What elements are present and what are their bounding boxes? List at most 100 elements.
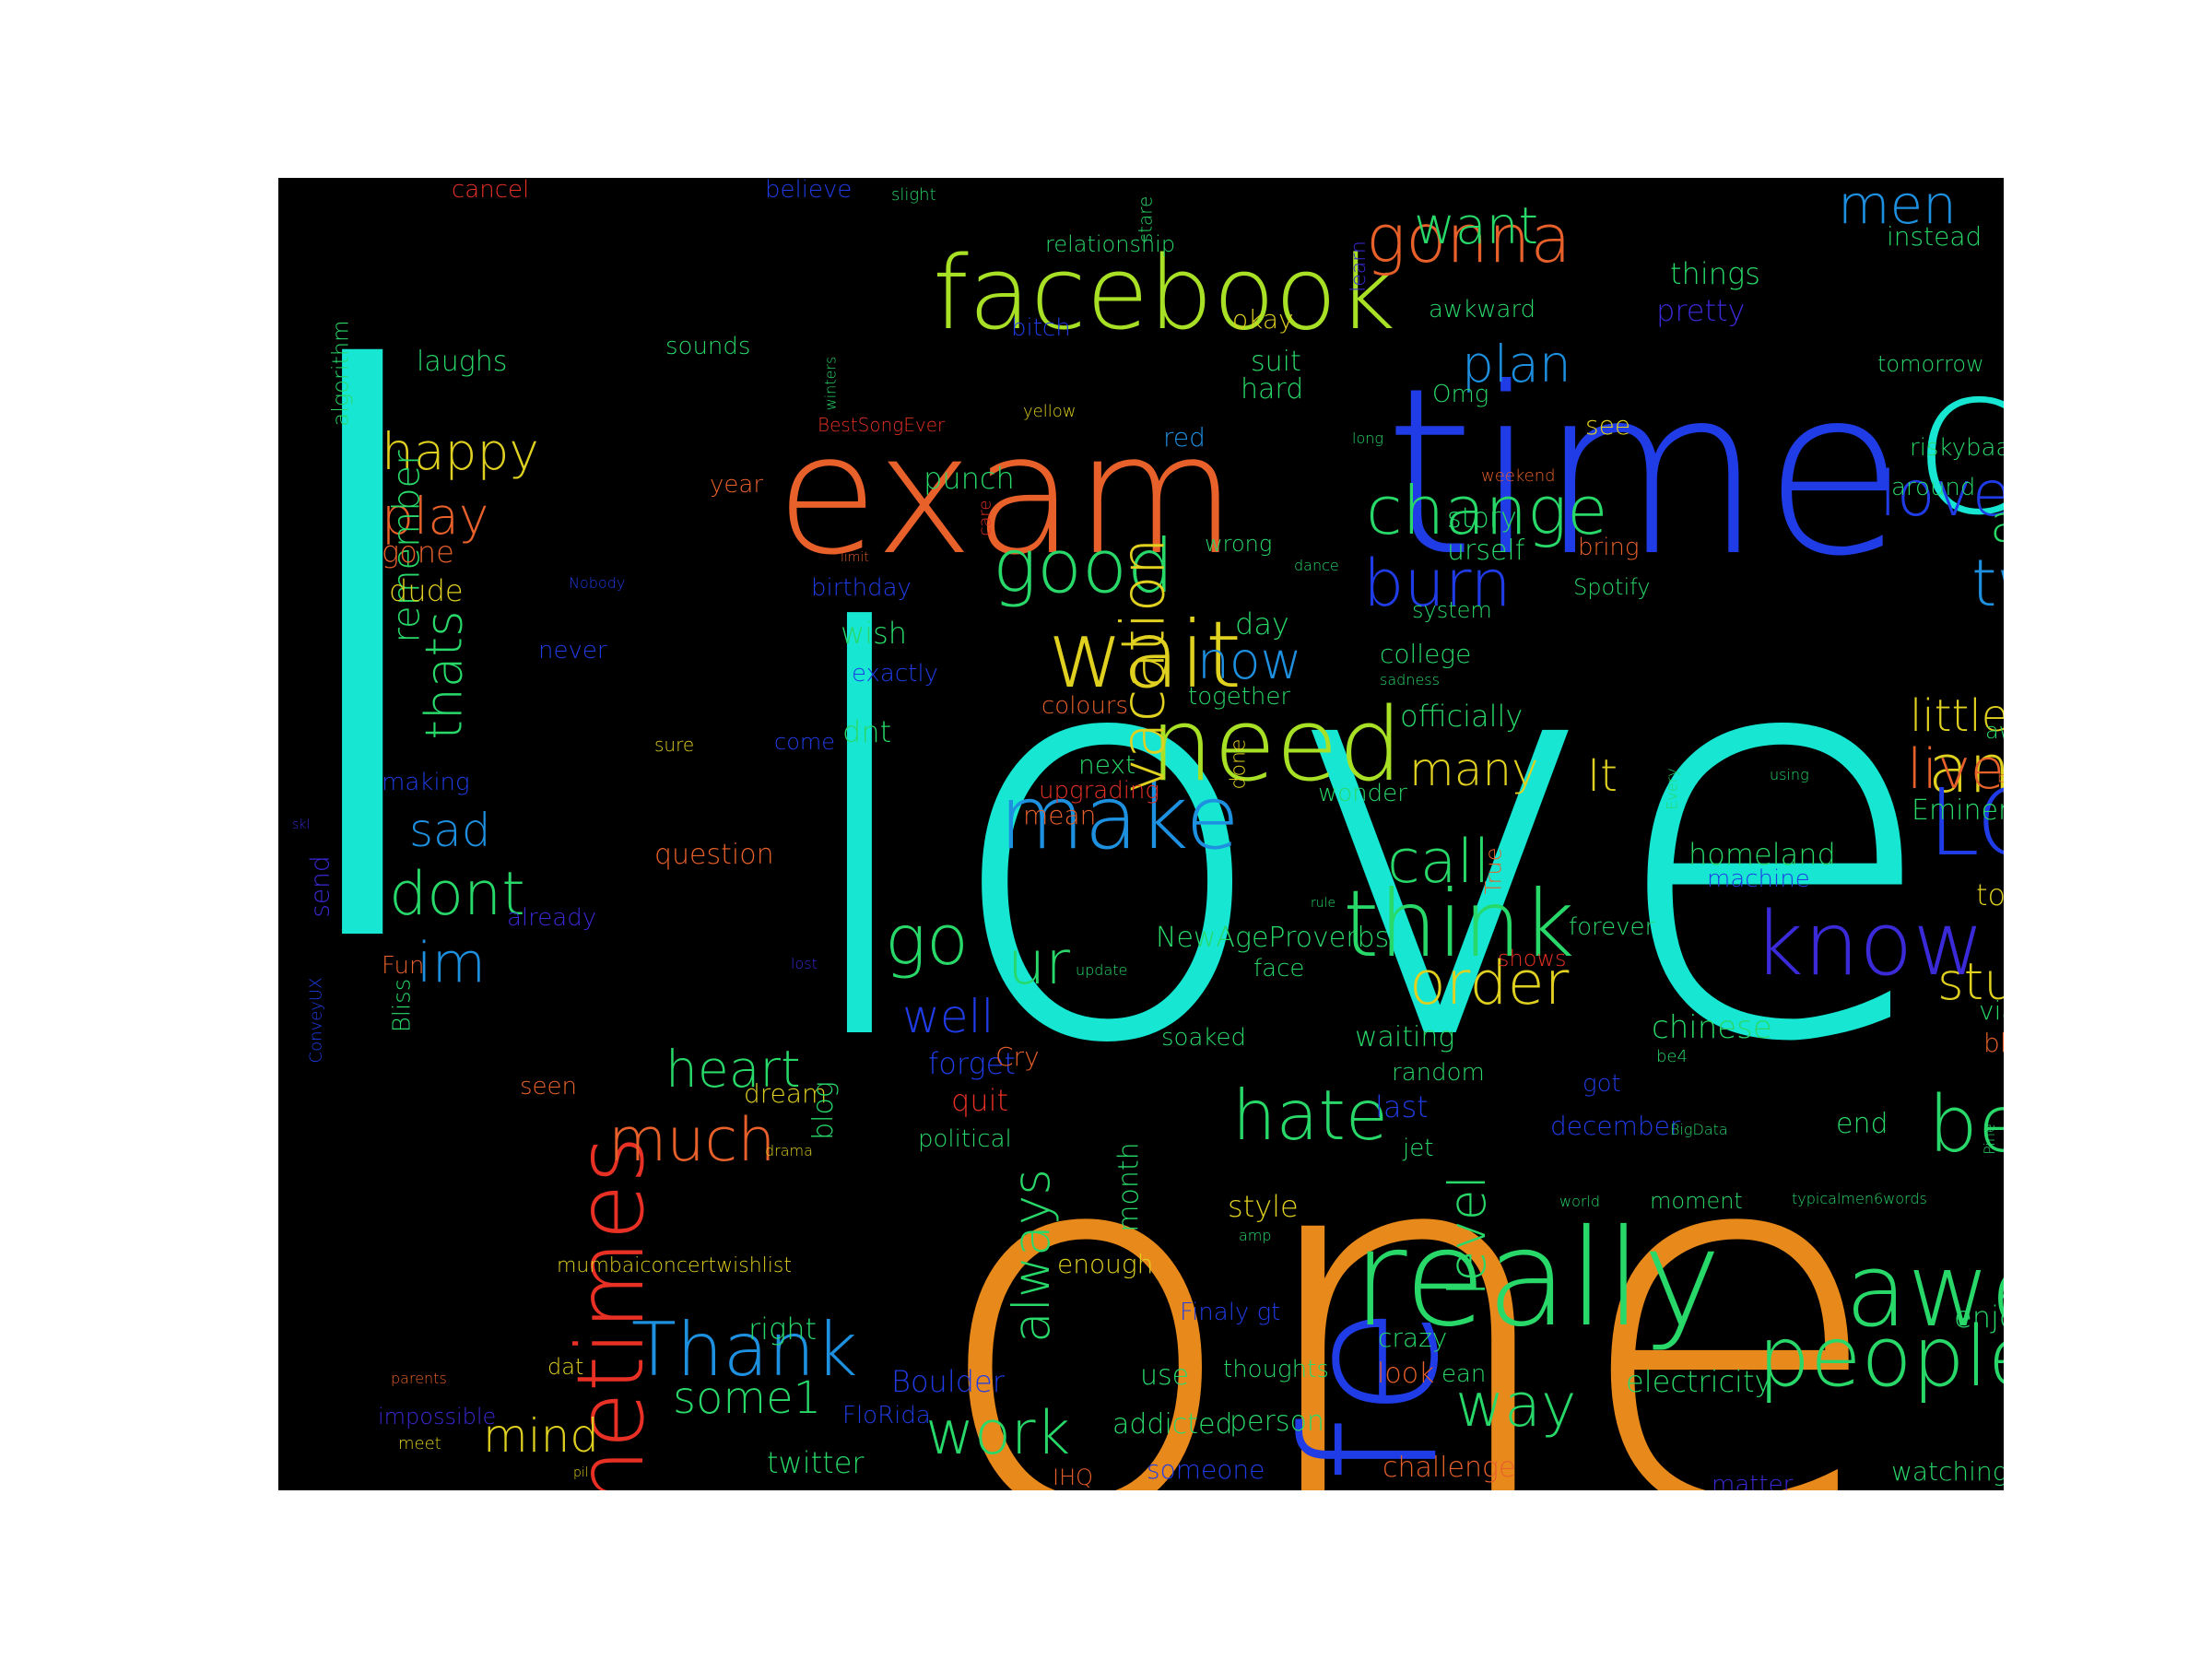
cloud-word: suit [1251,346,1301,378]
cloud-word: care [975,500,995,536]
cloud-word: birthday [811,574,912,602]
cloud-word: happy [382,422,539,481]
cloud-word: awesome [1845,1231,2004,1349]
cloud-word: need [1149,686,1403,804]
cloud-word: way [1455,1371,1577,1441]
cloud-word: Nobody [569,574,626,592]
cloud-word: look [1377,1358,1435,1390]
cloud-word: ur [1007,929,1070,998]
cloud-word: random [1392,1059,1485,1087]
cloud-word: live [1907,737,2004,802]
cloud-word: dream [744,1078,828,1109]
cloud-word: someone [1147,1454,1265,1485]
cloud-word: awkward [1429,296,1536,324]
cloud-word: BigData [1670,1121,1728,1138]
cloud-word: next [1078,749,1136,780]
cloud-word: wait [1048,601,1242,709]
cloud-word: question [654,839,774,871]
cloud-word: parents [391,1370,447,1387]
cloud-word: mind [483,1409,600,1463]
cloud-word: officially [1400,699,1524,734]
cloud-word: send [304,855,335,918]
cloud-word: bitch [1011,314,1071,342]
cloud-word: Thank [631,1307,858,1393]
cloud-word: be4 [1656,1047,1688,1066]
cloud-word: person [1230,1406,1324,1438]
cloud-word: True [1480,847,1507,895]
cloud-word: day [1235,606,1289,641]
cloud-word: december [1550,1111,1681,1141]
cloud-word: winters [821,356,840,411]
cloud-word: system [1412,597,1492,623]
cloud-word: story [1447,502,1517,535]
cloud-word: better [1928,1079,2004,1171]
cloud-word: month [1112,1142,1146,1232]
cloud-word: gone [382,535,454,570]
cloud-word: world [1559,1193,1601,1210]
cloud-word: away [1985,718,2004,744]
cloud-word: time [1384,338,1905,606]
cloud-word: addicted [1112,1408,1233,1441]
cloud-word: dude [389,573,464,608]
cloud-word: loveiswhen [1879,458,2004,531]
cloud-word: college [1380,639,1472,669]
cloud-word: challenge [1382,1452,1516,1484]
cloud-word: drama [765,1142,813,1159]
cloud-word: really [1352,1201,1722,1357]
cloud-word: call [1387,828,1490,897]
cloud-word: always [1001,1169,1061,1343]
cloud-word: style [1228,1189,1299,1224]
cloud-word: Cry [995,1041,1040,1072]
cloud-word: laughs [417,346,508,378]
cloud-word: IHQ [1053,1465,1094,1490]
cloud-word: moment [1650,1188,1743,1214]
cloud-word: work [925,1399,1071,1468]
cloud-word: now [1197,631,1302,690]
cloud-word: relationship [1045,231,1176,257]
cloud-word: blog [806,1081,840,1140]
word-cloud-canvas: IloveonetimeexamCantfacebooklifereallyaw… [278,178,2004,1490]
cloud-word: good [993,524,1174,609]
cloud-word: instead [1887,221,1983,252]
cloud-word: sadness [1380,671,1440,688]
cloud-word: seen [520,1073,578,1100]
cloud-word: come [774,729,836,755]
cloud-word: wish [841,616,908,651]
cloud-word: level [1437,1175,1497,1296]
cloud-word: typicalmen6words [1792,1190,1927,1207]
cloud-word: year [710,471,764,499]
cloud-word: dnt [842,714,892,749]
cloud-word: Boulder [891,1364,1005,1399]
cloud-word: love [783,519,1944,1163]
cloud-word: okay [1232,304,1294,335]
cloud-word: bring [1578,534,1640,561]
cloud-word: Omg [1432,381,1489,408]
cloud-word: matter [1712,1471,1794,1490]
cloud-word: long [1352,429,1383,447]
cloud-word: It [1587,750,1618,802]
cloud-word: rule [1311,896,1336,911]
cloud-word: mean [1023,800,1097,830]
cloud-word: change [1366,472,1608,549]
cloud-word: tomorrow [1877,351,1984,377]
cloud-word: chinese [1652,1009,1772,1046]
cloud-word: NewAgeProverbs [1156,922,1390,954]
cloud-word: together [1188,683,1291,711]
cloud-word: soaked [1161,1024,1247,1052]
cloud-word: see [1585,410,1631,441]
cloud-word: limit [841,550,869,565]
cloud-word: punch [924,461,1015,496]
cloud-word: around [1891,474,1976,501]
cloud-word: enough [1057,1249,1154,1279]
cloud-word: watching [1891,1456,2004,1487]
cloud-word: riskybaat [1910,434,2004,462]
cloud-word: upgrading [1039,777,1160,805]
cloud-word: Spotify [1573,574,1651,600]
cloud-word: gonna [1366,200,1571,277]
cloud-word: know [1753,894,1985,995]
cloud-word: im [417,931,487,995]
cloud-word: end [1836,1108,1888,1140]
cloud-word: learn [1347,241,1371,292]
cloud-word: buy [1997,769,2004,786]
cloud-word: plan [1462,335,1571,394]
